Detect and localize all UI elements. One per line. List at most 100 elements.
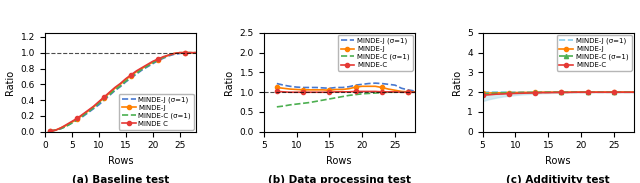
MINDE-J (σ=1): [306, 86, 314, 89]
MINDE-C: [630, 91, 637, 93]
MINDE C: [138, 67, 146, 69]
MINDE-J (σ=1): [404, 89, 412, 91]
MINDE-C (σ=1): [143, 65, 151, 67]
MINDE-J: [352, 86, 360, 88]
MINDE-C (σ=1): [397, 91, 405, 93]
MINDE-J (σ=1): [159, 57, 167, 59]
MINDE-C: [300, 91, 307, 93]
MINDE-C (σ=1): [306, 101, 314, 104]
MINDE-C (σ=1): [286, 104, 294, 106]
MINDE-J (σ=1): [365, 82, 372, 85]
MINDE-C (σ=1): [479, 93, 486, 95]
MINDE-J (σ=1): [74, 119, 81, 121]
MINDE-J: [100, 97, 108, 99]
MINDE-J (σ=1): [312, 86, 320, 89]
MINDE-C: [518, 92, 526, 94]
MINDE C: [122, 78, 129, 80]
MINDE-J (σ=1): [610, 91, 618, 93]
MINDE-C (σ=1): [170, 52, 178, 55]
Legend: MINDE-J (σ=1), MINDE-J, MINDE-C (σ=1), MINDE-C: MINDE-J (σ=1), MINDE-J, MINDE-C (σ=1), M…: [557, 35, 632, 71]
MINDE-J: [518, 91, 526, 94]
MINDE-J (σ=1): [332, 86, 340, 89]
MINDE-C (σ=1): [590, 91, 598, 93]
MINDE C: [154, 58, 162, 60]
Title: (c) Additivity test: (c) Additivity test: [506, 175, 610, 183]
MINDE-J (σ=1): [95, 104, 102, 106]
MINDE-C (σ=1): [300, 102, 307, 104]
MINDE-J (σ=1): [280, 84, 287, 86]
MINDE-C (σ=1): [365, 92, 372, 94]
MINDE-J (σ=1): [138, 69, 146, 71]
MINDE-J: [411, 91, 419, 93]
MINDE-C (σ=1): [326, 98, 333, 100]
MINDE-J (σ=1): [571, 91, 579, 93]
MINDE-C (σ=1): [138, 68, 146, 70]
MINDE-J: [132, 71, 140, 73]
MINDE-J: [138, 67, 146, 70]
MINDE-J: [74, 118, 81, 120]
MINDE C: [165, 54, 173, 56]
MINDE-C (σ=1): [511, 92, 519, 94]
MINDE-J: [531, 91, 539, 94]
MINDE-J: [358, 85, 366, 87]
MINDE-J (σ=1): [623, 91, 631, 93]
MINDE-C (σ=1): [280, 105, 287, 107]
MINDE-C: [339, 91, 346, 93]
MINDE-J: [564, 91, 572, 93]
Line: MINDE-C: MINDE-C: [481, 90, 636, 97]
MINDE-J (σ=1): [492, 91, 500, 93]
MINDE-C (σ=1): [518, 92, 526, 94]
MINDE-J (σ=1): [352, 84, 360, 86]
MINDE C: [176, 52, 184, 54]
MINDE-J: [371, 85, 379, 87]
MINDE-J: [159, 56, 167, 59]
MINDE-J: [577, 91, 585, 93]
MINDE-J: [170, 52, 178, 55]
MINDE-J (σ=1): [590, 91, 598, 93]
MINDE-C: [332, 91, 340, 93]
MINDE-C (σ=1): [538, 91, 545, 94]
MINDE-J: [127, 74, 135, 77]
MINDE-C (σ=1): [165, 54, 173, 56]
MINDE-C (σ=1): [312, 100, 320, 102]
MINDE-C (σ=1): [411, 91, 419, 93]
MINDE C: [143, 64, 151, 66]
MINDE-C (σ=1): [292, 103, 300, 105]
MINDE-C (σ=1): [371, 92, 379, 94]
MINDE-J: [186, 52, 194, 54]
MINDE-C: [378, 91, 386, 93]
MINDE-C: [604, 91, 611, 93]
MINDE-J (σ=1): [57, 128, 65, 130]
MINDE-C: [623, 91, 631, 93]
MINDE-J (σ=1): [485, 91, 493, 93]
MINDE-J: [584, 91, 591, 93]
MINDE-J (σ=1): [106, 94, 113, 96]
MINDE-J (σ=1): [525, 91, 532, 93]
MINDE-J (σ=1): [326, 87, 333, 89]
MINDE-J (σ=1): [499, 91, 506, 93]
MINDE-J: [57, 127, 65, 129]
Line: MINDE-C (σ=1): MINDE-C (σ=1): [481, 90, 636, 96]
MINDE-C: [616, 91, 624, 93]
MINDE-J (σ=1): [545, 91, 552, 93]
MINDE-C (σ=1): [63, 125, 70, 127]
Line: MINDE-J (σ=1): MINDE-J (σ=1): [50, 53, 196, 131]
MINDE-C (σ=1): [557, 91, 565, 93]
MINDE-J (σ=1): [84, 112, 92, 114]
MINDE-J: [485, 92, 493, 94]
MINDE-C: [505, 93, 513, 95]
MINDE-C: [306, 91, 314, 93]
MINDE-J (σ=1): [90, 108, 97, 110]
Line: MINDE-C (σ=1): MINDE-C (σ=1): [50, 53, 196, 131]
MINDE-J: [79, 114, 86, 116]
MINDE-J: [499, 92, 506, 94]
MINDE-J (σ=1): [345, 86, 353, 88]
MINDE-C (σ=1): [79, 115, 86, 117]
MINDE C: [52, 129, 60, 131]
MINDE-C (σ=1): [148, 62, 156, 64]
Y-axis label: Ratio: Ratio: [5, 70, 15, 95]
MINDE-J (σ=1): [505, 91, 513, 93]
MINDE-J: [319, 89, 326, 91]
MINDE-J: [590, 91, 598, 93]
Title: (b) Data processing test: (b) Data processing test: [268, 175, 411, 183]
